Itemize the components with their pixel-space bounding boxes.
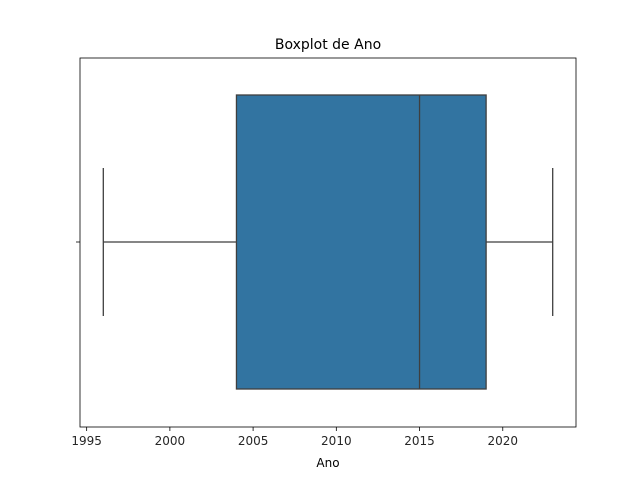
x-tick-label: 1995 [71, 434, 102, 448]
x-axis-label: Ano [316, 456, 339, 470]
x-axis: 1995 2000 2005 2010 2015 2020 [71, 427, 518, 448]
x-tick-label: 2020 [487, 434, 518, 448]
plot-area [102, 94, 554, 390]
plot-frame [79, 57, 577, 428]
iqr-box [235, 94, 487, 390]
x-tick-label: 2000 [155, 434, 186, 448]
chart-title: Boxplot de Ano [275, 37, 381, 53]
x-tick-label: 2010 [321, 434, 352, 448]
x-tick-label: 2005 [238, 434, 269, 448]
x-tick-label: 2015 [404, 434, 435, 448]
